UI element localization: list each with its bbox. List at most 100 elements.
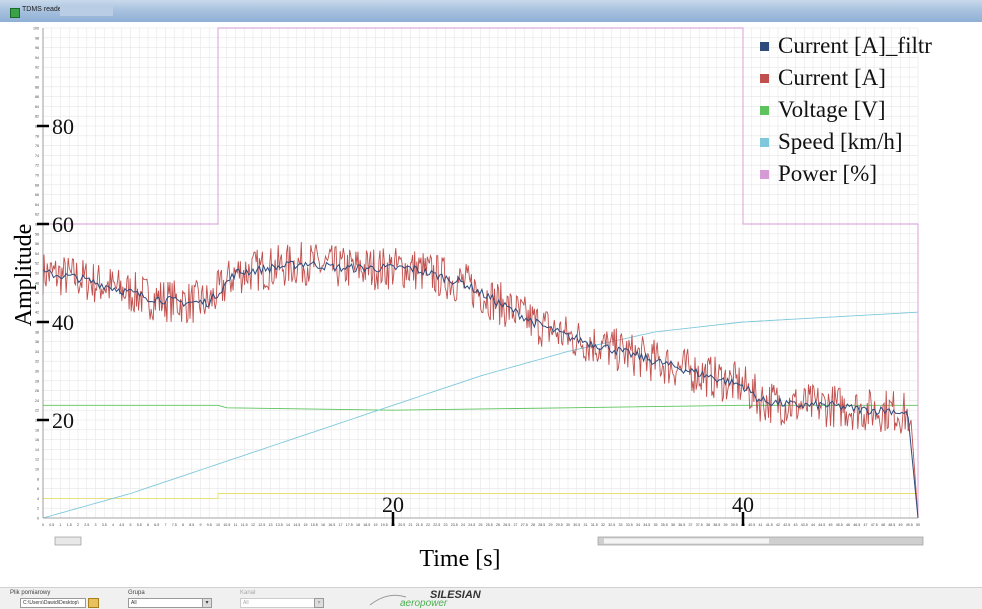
x-tick-label: 37.5	[696, 523, 703, 527]
y-tick-label: 72	[35, 164, 39, 168]
x-tick-label: 4.5	[119, 523, 124, 527]
x-tick-label: 14.5	[293, 523, 300, 527]
logo-subtitle: aeropower	[400, 598, 448, 609]
x-tick-label: 22.5	[433, 523, 440, 527]
x-tick-label: 33	[619, 523, 623, 527]
x-tick-label: 17.5	[346, 523, 353, 527]
x-tick-label: 48.5	[888, 523, 895, 527]
x-tick-label: 6.5	[154, 523, 159, 527]
x-tick-label: 27.5	[521, 523, 528, 527]
x-tick-label: 12.5	[258, 523, 265, 527]
x-tick-label: 25.5	[486, 523, 493, 527]
y-major-tick-label: 40	[52, 310, 74, 335]
x-tick-label: 42.5	[783, 523, 790, 527]
x-tick-label: 2	[77, 523, 79, 527]
y-tick-label: 38	[35, 330, 39, 334]
x-tick-label: 36	[671, 523, 675, 527]
y-tick-label: 74	[35, 154, 39, 158]
series-current	[42, 241, 919, 519]
x-tick-label: 46	[846, 523, 850, 527]
x-tick-label: 0	[42, 523, 44, 527]
y-tick-label: 58	[35, 232, 39, 236]
x-tick-label: 5	[130, 523, 132, 527]
x-tick-label: 36.5	[678, 523, 685, 527]
logo: SILESIAN aeropower	[368, 589, 498, 609]
y-tick-label: 22	[35, 409, 39, 413]
x-tick-label: 45	[829, 523, 833, 527]
y-tick-label: 86	[35, 95, 39, 99]
y-tick-label: 26	[35, 389, 39, 393]
file-path-input[interactable]: C:\Users\Dawid\Desktop\	[20, 598, 86, 608]
y-tick-label: 10	[35, 468, 39, 472]
x-tick-label: 28.5	[538, 523, 545, 527]
x-tick-label: 31.5	[591, 523, 598, 527]
x-tick-label: 9	[200, 523, 202, 527]
logo-swoosh-icon	[369, 594, 407, 606]
x-tick-label: 8	[182, 523, 184, 527]
x-tick-label: 16	[321, 523, 325, 527]
y-tick-label: 54	[35, 252, 39, 256]
folder-icon[interactable]	[88, 598, 99, 608]
x-tick-label: 32	[601, 523, 605, 527]
legend-swatch	[760, 73, 769, 83]
x-tick-label: 38	[706, 523, 710, 527]
legend-label: Speed [km/h]	[778, 129, 903, 154]
y-tick-label: 90	[35, 76, 39, 80]
x-tick-label: 13.5	[276, 523, 283, 527]
legend-item: Speed [km/h]	[760, 126, 932, 158]
group-dropdown-icon[interactable]: ▾	[202, 598, 212, 608]
app-icon	[10, 8, 20, 18]
y-axis-label: Amplitude	[11, 224, 37, 327]
legend-item: Voltage [V]	[760, 94, 932, 126]
series-speed	[42, 311, 919, 519]
x-tick-label: 10	[216, 523, 220, 527]
x-tick-label: 49	[899, 523, 903, 527]
channel-select[interactable]: All	[240, 598, 316, 608]
x-tick-label: 13	[269, 523, 273, 527]
x-tick-label: 22	[426, 523, 430, 527]
x-tick-label: 17	[339, 523, 343, 527]
y-tick-label: 84	[35, 105, 39, 109]
series-current-filtr	[42, 260, 919, 519]
x-tick-label: 42	[776, 523, 780, 527]
channel-dropdown-icon[interactable]: ▾	[314, 598, 324, 608]
y-tick-label: 100	[33, 27, 39, 31]
x-tick-label: 37	[689, 523, 693, 527]
logo-title: SILESIAN	[430, 589, 481, 601]
y-tick-label: 56	[35, 242, 39, 246]
y-tick-label: 2	[37, 507, 39, 511]
window-title: TDMS reader	[22, 6, 65, 13]
x-tick-label: 24	[461, 523, 465, 527]
x-tick-label: 47.5	[871, 523, 878, 527]
x-tick-label: 40.5	[748, 523, 755, 527]
y-tick-label: 18	[35, 428, 39, 432]
y-tick-label: 66	[35, 193, 39, 197]
x-tick-label: 3.5	[102, 523, 107, 527]
x-tick-label: 16.5	[328, 523, 335, 527]
group-label: Grupa	[128, 590, 145, 596]
chart-series	[42, 27, 919, 519]
x-tick-label: 8.5	[189, 523, 194, 527]
x-tick-label: 1.5	[67, 523, 72, 527]
x-tick-label: 15	[304, 523, 308, 527]
group-select[interactable]: All	[128, 598, 204, 608]
window-tab[interactable]	[60, 6, 113, 16]
x-tick-label: 45.5	[836, 523, 843, 527]
series-voltage	[43, 404, 918, 411]
x-tick-label: 35	[654, 523, 658, 527]
x-tick-label: 14	[286, 523, 290, 527]
x-tick-label: 46.5	[853, 523, 860, 527]
chart-nav-buttons[interactable]	[54, 536, 82, 546]
x-tick-label: 7	[165, 523, 167, 527]
x-tick-label: 23	[444, 523, 448, 527]
x-tick-label: 44.5	[818, 523, 825, 527]
y-tick-label: 98	[35, 36, 39, 40]
x-tick-label: 35.5	[661, 523, 668, 527]
x-tick-label: 50	[916, 523, 920, 527]
scrollbar-thumb[interactable]	[604, 538, 769, 544]
y-tick-label: 70	[35, 174, 39, 178]
x-tick-label: 25	[479, 523, 483, 527]
x-tick-label: 39.5	[731, 523, 738, 527]
legend-swatch	[760, 137, 769, 147]
legend-swatch	[760, 105, 769, 115]
